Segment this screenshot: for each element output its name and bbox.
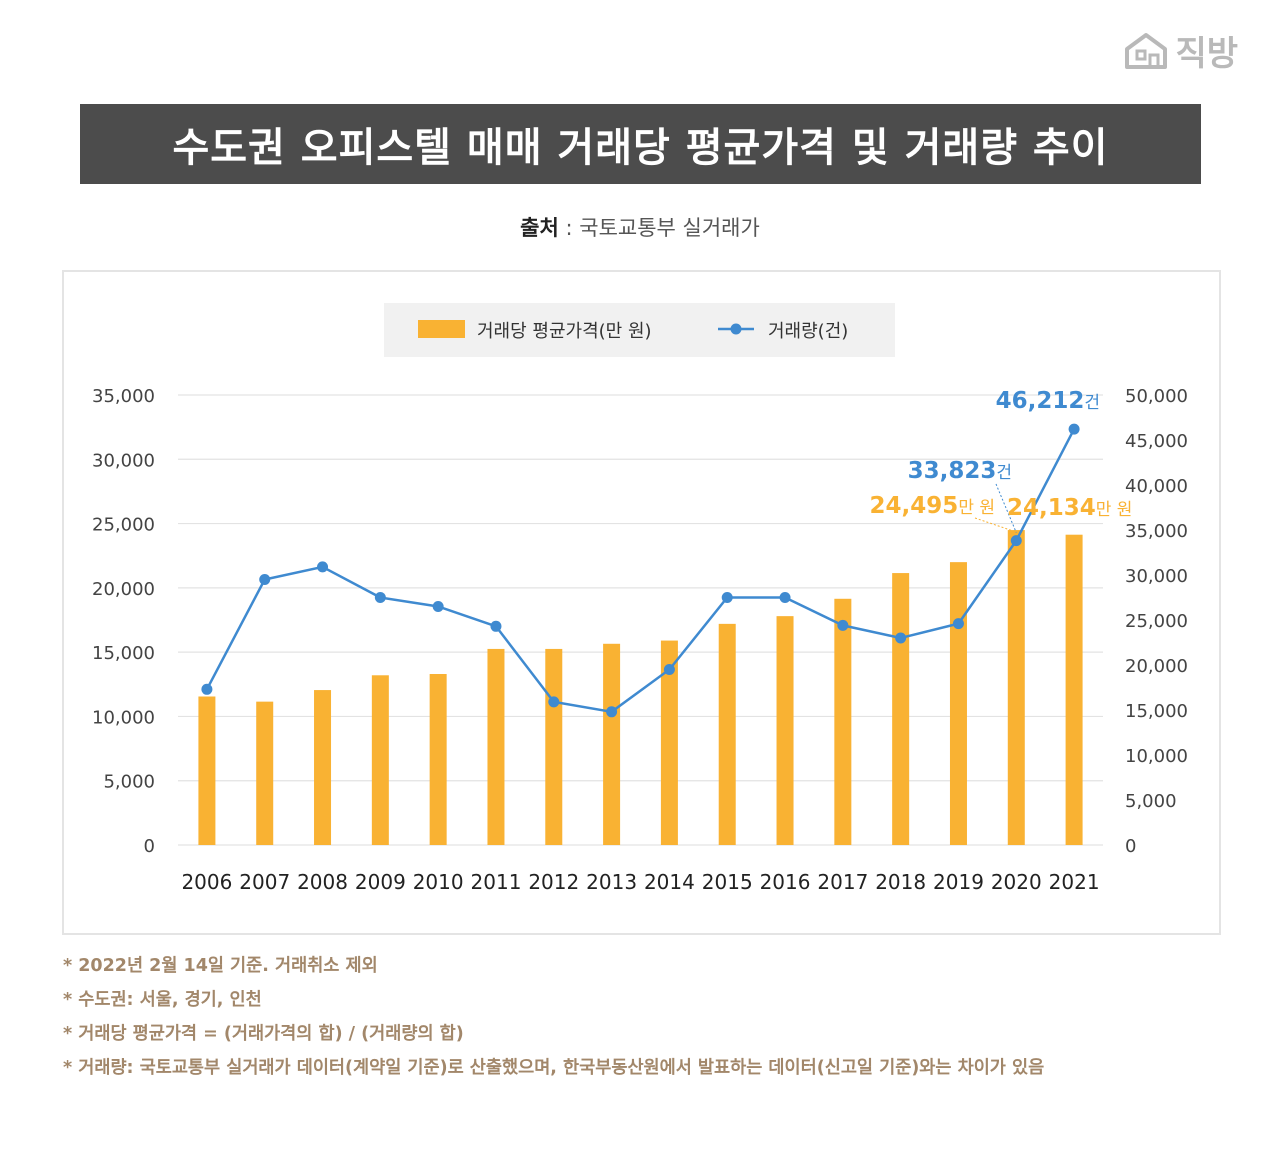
point-2020 — [1010, 535, 1022, 547]
data-label: 33,823건 — [908, 458, 1012, 484]
line-series-volume — [205, 428, 1076, 714]
right-axis-tick-label: 20,000 — [1125, 656, 1188, 677]
bar-2006 — [198, 696, 216, 845]
legend — [384, 303, 895, 357]
bar-2014 — [660, 640, 678, 845]
point-2018 — [895, 632, 907, 644]
source-value: 국토교통부 실거래가 — [579, 216, 760, 240]
x-axis-tick-label: 2006 — [181, 870, 232, 894]
x-axis-tick-label: 2016 — [760, 870, 811, 894]
point-2006 — [201, 683, 213, 695]
point-2011 — [490, 620, 502, 632]
point-2013 — [606, 706, 618, 718]
bar-2010 — [429, 674, 447, 845]
x-axis-tick-label: 2008 — [297, 870, 348, 894]
data-label: 24,495만 원 — [870, 493, 995, 519]
title-banner: 수도권 오피스텔 매매 거래당 평균가격 및 거래량 추이 — [80, 104, 1201, 184]
left-axis-tick-label: 5,000 — [103, 772, 155, 793]
point-2007 — [259, 574, 271, 585]
brand-name: 직방 — [1175, 34, 1238, 74]
left-axis-tick-label: 25,000 — [92, 515, 155, 536]
left-axis-tick-label: 30,000 — [92, 450, 155, 471]
combo-chart: 0 5,000 10,000 15,000 20,000 25,000 30,000 35,0… — [92, 320, 1188, 894]
source-line: 출처 : 국토교통부 실거래가 — [0, 212, 1280, 242]
left-axis-tick-label: 15,000 — [92, 643, 155, 664]
bar-2008 — [314, 690, 332, 845]
right-axis-tick-label: 50,000 — [1125, 386, 1188, 407]
right-axis-tick-label: 30,000 — [1125, 566, 1188, 587]
legend-line-marker — [730, 323, 742, 335]
bar-2017 — [834, 598, 852, 845]
point-2015 — [721, 592, 733, 603]
x-axis-tick-label: 2015 — [702, 870, 753, 894]
chart-frame — [62, 270, 1221, 935]
footnote-source-diff: * 거래량: 국토교통부 실거래가 데이터(계약일 기준)로 산출했으며, 한국… — [63, 1058, 1045, 1078]
footnote-date: * 2022년 2월 14일 기준. 거래취소 제외 — [63, 956, 378, 976]
point-2010 — [432, 601, 444, 612]
x-axis-tick-label: 2009 — [355, 870, 406, 894]
x-axis-tick-label: 2013 — [586, 870, 637, 894]
data-label: 24,134만 원 — [1007, 495, 1132, 521]
chart-title: 수도권 오피스텔 매매 거래당 평균가격 및 거래량 추이 — [172, 125, 1109, 171]
right-axis-tick-label: 45,000 — [1125, 431, 1188, 452]
right-axis-tick-label: 10,000 — [1125, 746, 1188, 767]
bar-2021 — [1065, 534, 1083, 845]
source-label: 출처 — [520, 216, 559, 240]
leader-line — [974, 517, 1017, 533]
left-axis-tick-label: 0 — [144, 836, 155, 857]
point-2012 — [548, 696, 560, 708]
bar-2012 — [545, 648, 563, 845]
legend-bar-label: 거래당 평균가격(만 원) — [477, 321, 652, 342]
point-2019 — [952, 618, 964, 630]
legend-line-label: 거래량(건) — [768, 321, 848, 342]
footnote-region: * 수도권: 서울, 경기, 인천 — [63, 990, 262, 1010]
right-axis-tick-label: 25,000 — [1125, 611, 1188, 632]
bar-2015 — [718, 623, 736, 845]
x-axis-tick-label: 2021 — [1049, 870, 1100, 894]
bar-2020 — [1007, 530, 1025, 845]
right-axis-tick-label: 40,000 — [1125, 476, 1188, 497]
point-2009 — [374, 592, 386, 603]
right-axis-tick-label: 5,000 — [1125, 791, 1177, 812]
x-axis-tick-label: 2020 — [991, 870, 1042, 894]
point-2017 — [837, 619, 849, 631]
left-axis-tick-label: 10,000 — [92, 707, 155, 728]
brand-logo: 직방 — [1123, 26, 1238, 75]
x-axis-tick-label: 2007 — [239, 870, 290, 894]
footnotes: * 2022년 2월 14일 기준. 거래취소 제외 * 수도권: 서울, 경기… — [63, 952, 1044, 1088]
right-axis-tick-label: 15,000 — [1125, 701, 1188, 722]
bar-2018 — [892, 573, 910, 845]
x-axis-tick-label: 2010 — [413, 870, 464, 894]
right-axis-tick-label: 0 — [1125, 836, 1136, 857]
point-2008 — [317, 561, 329, 573]
bar-2007 — [256, 701, 274, 845]
x-axis-tick-label: 2019 — [933, 870, 984, 894]
left-axis-tick-label: 20,000 — [92, 579, 155, 600]
leader-line — [995, 483, 1017, 533]
bar-2009 — [371, 675, 389, 845]
x-axis-tick-label: 2014 — [644, 870, 695, 894]
source-separator: : — [558, 216, 580, 240]
point-2016 — [779, 592, 791, 603]
bar-2019 — [949, 562, 967, 845]
left-axis-tick-label: 35,000 — [92, 386, 155, 407]
x-axis-tick-label: 2018 — [875, 870, 926, 894]
x-axis-tick-label: 2011 — [471, 870, 522, 894]
bar-2016 — [776, 616, 794, 845]
x-axis-tick-label: 2012 — [528, 870, 579, 894]
footnote-formula: * 거래당 평균가격 = (거래가격의 합) / (거래량의 합) — [63, 1024, 464, 1044]
x-axis-tick-label: 2017 — [817, 870, 868, 894]
data-label: 46,212건 — [996, 388, 1100, 414]
bar-2011 — [487, 648, 505, 845]
house-logo-icon — [1125, 32, 1168, 69]
right-axis-tick-label: 35,000 — [1125, 521, 1188, 542]
point-2021 — [1068, 423, 1080, 435]
bar-2013 — [603, 643, 621, 845]
point-2014 — [663, 664, 675, 675]
legend-bar-swatch — [418, 320, 465, 338]
